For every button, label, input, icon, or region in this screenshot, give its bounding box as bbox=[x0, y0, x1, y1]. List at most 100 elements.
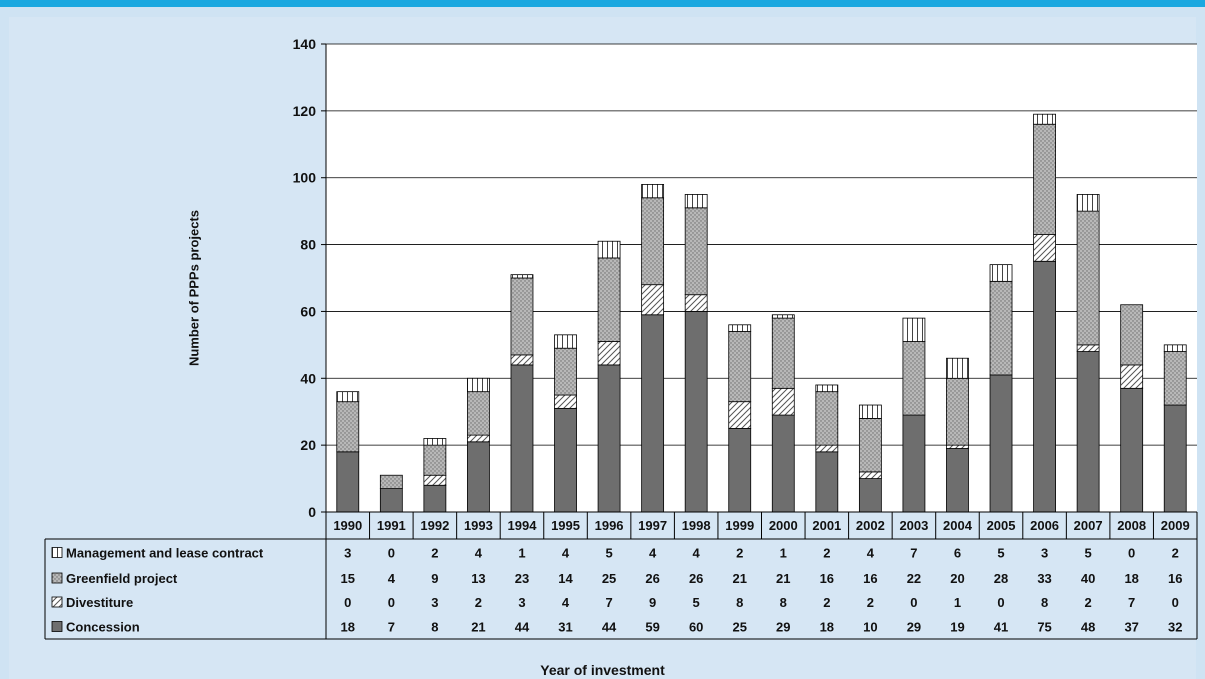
bar-segment-greenfield-project bbox=[467, 391, 490, 436]
table-value: 29 bbox=[776, 620, 790, 635]
bar-segment-concession bbox=[379, 488, 403, 513]
bar-segment-concession bbox=[902, 414, 926, 513]
bar-segment-divestiture bbox=[1076, 344, 1100, 352]
bar-segment-concession bbox=[1120, 387, 1144, 513]
bar-segment-concession bbox=[989, 374, 1013, 513]
table-value: 5 bbox=[605, 546, 612, 561]
table-value: 15 bbox=[341, 571, 355, 586]
x-tick-label: 2009 bbox=[1161, 518, 1190, 533]
table-value: 4 bbox=[388, 571, 396, 586]
table-value: 4 bbox=[562, 546, 570, 561]
table-value: 4 bbox=[649, 546, 657, 561]
table-value: 23 bbox=[515, 571, 529, 586]
bar-segment-concession bbox=[728, 428, 752, 513]
table-value: 0 bbox=[388, 595, 395, 610]
bar-segment-management-and-lease-contract bbox=[728, 324, 752, 332]
table-value: 16 bbox=[1168, 571, 1182, 586]
bar-segment-concession bbox=[946, 448, 969, 513]
table-value: 18 bbox=[1124, 571, 1138, 586]
bar-segment-greenfield-project bbox=[1163, 351, 1187, 406]
bar-segment-concession bbox=[641, 314, 665, 513]
table-value: 13 bbox=[471, 571, 485, 586]
table-value: 1 bbox=[780, 546, 787, 561]
x-tick-label: 1993 bbox=[464, 518, 493, 533]
table-value: 2 bbox=[1172, 546, 1179, 561]
legend-swatch-management-and-lease-contract bbox=[51, 547, 63, 558]
x-tick-label: 1992 bbox=[420, 518, 449, 533]
y-tick-label: 80 bbox=[300, 237, 316, 253]
x-tick-label: 2008 bbox=[1117, 518, 1146, 533]
legend-swatch-concession bbox=[51, 621, 63, 632]
table-value: 26 bbox=[689, 571, 703, 586]
bar-segment-management-and-lease-contract bbox=[597, 240, 621, 259]
x-tick-label: 2006 bbox=[1030, 518, 1059, 533]
x-tick-label: 1999 bbox=[725, 518, 754, 533]
bar-segment-greenfield-project bbox=[423, 444, 447, 476]
table-value: 32 bbox=[1168, 620, 1182, 635]
table-value: 7 bbox=[910, 546, 917, 561]
table-value: 31 bbox=[558, 620, 572, 635]
x-tick-label: 2005 bbox=[987, 518, 1016, 533]
bar-segment-management-and-lease-contract bbox=[1076, 194, 1100, 212]
bar-segment-concession bbox=[1033, 260, 1056, 513]
table-value: 0 bbox=[1128, 546, 1135, 561]
table-value: 5 bbox=[997, 546, 1004, 561]
table-value: 16 bbox=[863, 571, 877, 586]
legend-swatch-greenfield-project bbox=[51, 572, 63, 584]
table-value: 4 bbox=[867, 546, 875, 561]
bar-segment-divestiture bbox=[423, 474, 447, 486]
bar-segment-concession bbox=[771, 414, 795, 513]
legend-swatch-divestiture bbox=[51, 596, 63, 608]
table-value: 6 bbox=[954, 546, 961, 561]
x-tick-label: 1991 bbox=[377, 518, 406, 533]
bar-segment-management-and-lease-contract bbox=[946, 357, 969, 379]
bar-segment-management-and-lease-contract bbox=[336, 391, 360, 403]
table-value: 60 bbox=[689, 620, 703, 635]
table-value: 10 bbox=[863, 620, 877, 635]
bar-segment-concession bbox=[858, 478, 882, 513]
table-value: 0 bbox=[388, 546, 395, 561]
bar-segment-greenfield-project bbox=[771, 317, 795, 389]
table-value: 29 bbox=[907, 620, 921, 635]
table-value: 48 bbox=[1081, 620, 1095, 635]
bar-segment-greenfield-project bbox=[336, 401, 360, 453]
bar-segment-divestiture bbox=[771, 387, 795, 416]
bar-segment-divestiture bbox=[510, 354, 534, 366]
bar-segment-divestiture bbox=[1120, 364, 1144, 389]
bar-segment-management-and-lease-contract bbox=[1033, 113, 1056, 125]
table-value: 18 bbox=[820, 620, 834, 635]
table-value: 26 bbox=[645, 571, 659, 586]
table-value: 0 bbox=[1172, 595, 1179, 610]
bar-segment-greenfield-project bbox=[597, 257, 621, 342]
bar-segment-divestiture bbox=[554, 394, 577, 409]
table-value: 4 bbox=[475, 546, 483, 561]
legend-label-divestiture: Divestiture bbox=[66, 595, 133, 610]
bar-segment-divestiture bbox=[597, 341, 621, 366]
bar-segment-greenfield-project bbox=[728, 331, 752, 403]
bar-segment-greenfield-project bbox=[815, 391, 839, 446]
bar-segment-concession bbox=[597, 364, 621, 513]
table-value: 7 bbox=[1128, 595, 1135, 610]
table-value: 5 bbox=[1085, 546, 1092, 561]
x-tick-label: 2007 bbox=[1074, 518, 1103, 533]
bar-segment-divestiture bbox=[946, 444, 969, 449]
table-value: 18 bbox=[341, 620, 355, 635]
bar-segment-greenfield-project bbox=[1076, 210, 1100, 346]
bar-segment-greenfield-project bbox=[510, 277, 534, 356]
bar-segment-divestiture bbox=[728, 401, 752, 429]
table-value: 33 bbox=[1037, 571, 1051, 586]
table-value: 14 bbox=[558, 571, 573, 586]
table-value: 7 bbox=[388, 620, 395, 635]
table-value: 25 bbox=[602, 571, 616, 586]
table-value: 1 bbox=[518, 546, 525, 561]
table-value: 3 bbox=[518, 595, 525, 610]
table-value: 75 bbox=[1037, 620, 1051, 635]
bar-segment-greenfield-project bbox=[858, 417, 882, 473]
y-tick-label: 0 bbox=[308, 504, 316, 520]
x-tick-label: 2004 bbox=[943, 518, 973, 533]
table-value: 20 bbox=[950, 571, 964, 586]
table-value: 9 bbox=[431, 571, 438, 586]
legend-label-greenfield-project: Greenfield project bbox=[66, 571, 178, 586]
x-tick-label: 1998 bbox=[682, 518, 711, 533]
bar-segment-concession bbox=[684, 311, 708, 513]
